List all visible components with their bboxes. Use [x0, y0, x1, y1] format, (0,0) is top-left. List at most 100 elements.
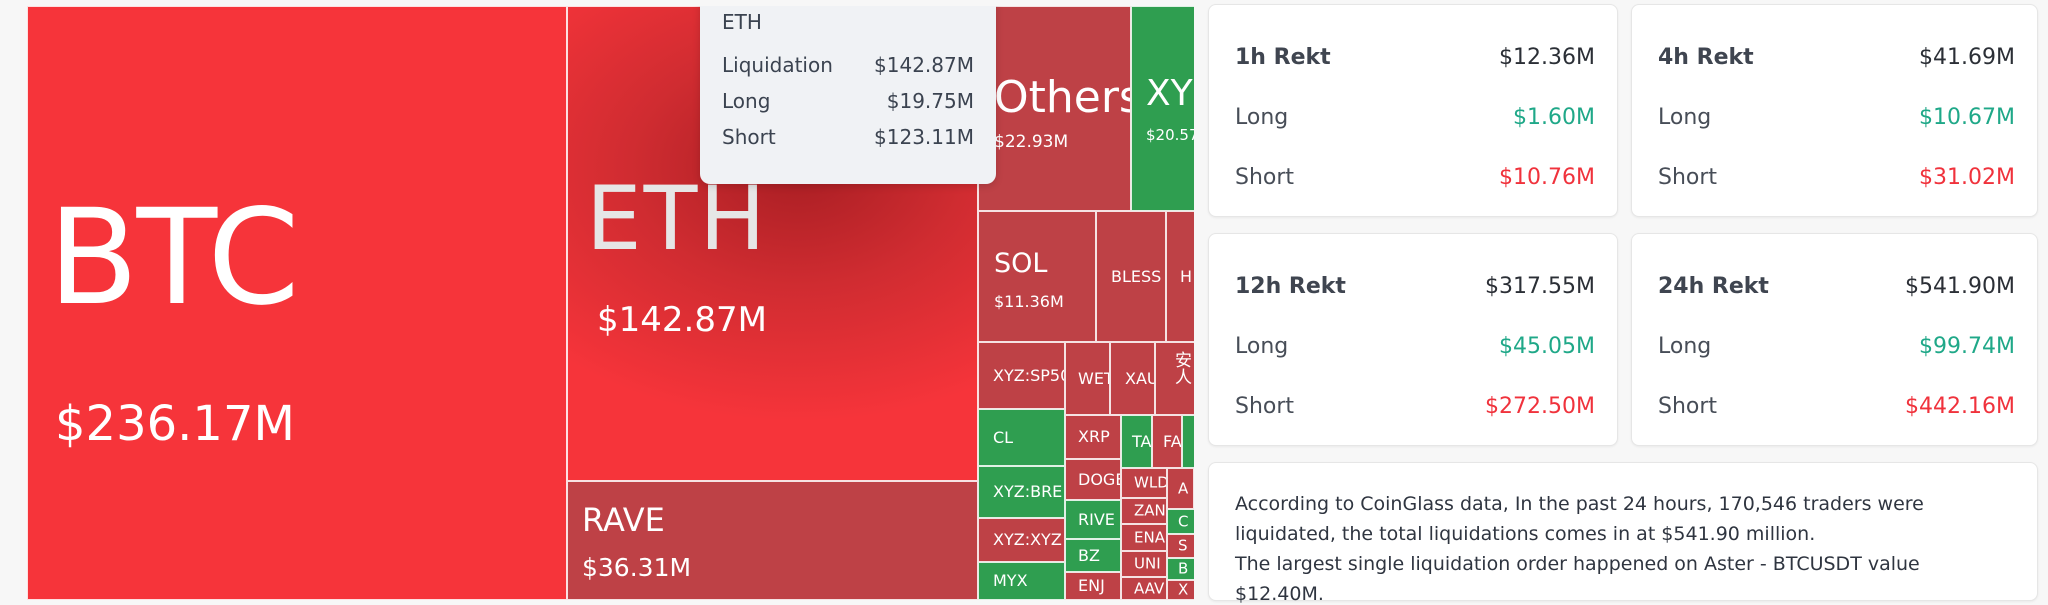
tile-fa[interactable]: FA: [1152, 415, 1182, 468]
card-short-row: Short $10.76M: [1235, 165, 1595, 190]
card-header: 1h Rekt $12.36M: [1235, 45, 1595, 70]
tile-bz[interactable]: BZ: [1065, 539, 1121, 572]
tile-aav[interactable]: AAV: [1121, 577, 1167, 600]
tile-symbol: TA: [1132, 431, 1152, 451]
tile-symbol: 安人: [1171, 351, 1191, 385]
card-header: 4h Rekt $41.69M: [1658, 45, 2015, 70]
tile-ta[interactable]: TA: [1121, 415, 1152, 468]
tile-symbol: BLESS: [1111, 266, 1162, 286]
tile-symbol: Others: [994, 72, 1131, 123]
tooltip-label: Short: [722, 125, 776, 149]
tile-xrp[interactable]: XRP: [1065, 415, 1121, 459]
tooltip-value: $123.11M: [874, 125, 974, 149]
long-value: $99.74M: [1919, 334, 2015, 359]
summary-text-line2: The largest single liquidation order hap…: [1235, 553, 1920, 605]
short-value: $272.50M: [1485, 394, 1595, 419]
tile-symbol: RIVE: [1078, 509, 1115, 529]
card-short-row: Short $272.50M: [1235, 394, 1595, 419]
tile-rive[interactable]: RIVE: [1065, 500, 1121, 539]
tile-btc[interactable]: BTC $236.17M: [27, 6, 567, 600]
tooltip-value: $19.75M: [886, 89, 974, 113]
card-total: $12.36M: [1499, 45, 1595, 70]
card-short-row: Short $31.02M: [1658, 165, 2015, 190]
tile-symbol: XAU: [1125, 368, 1154, 388]
card-1h-rekt: 1h Rekt $12.36M Long $1.60M Short $10.76…: [1208, 4, 1618, 217]
tile-symbol: XYZ:BRE: [993, 482, 1063, 501]
tile-symbol: BZ: [1078, 545, 1100, 565]
tooltip-label: Long: [722, 89, 771, 113]
card-header: 12h Rekt $317.55M: [1235, 274, 1595, 299]
long-label: Long: [1658, 105, 1712, 130]
tile-a[interactable]: A: [1167, 468, 1194, 509]
tile-xau[interactable]: XAU: [1110, 342, 1155, 415]
tile-symbol: XYZ: [1146, 73, 1194, 114]
short-label: Short: [1235, 394, 1295, 419]
tile-symbol: WLD: [1134, 473, 1167, 492]
card-title: 24h Rekt: [1658, 274, 1769, 299]
tile-others[interactable]: Others $22.93M: [978, 6, 1131, 211]
tile-h[interactable]: H: [1166, 211, 1194, 342]
tile-xyz[interactable]: XYZ $20.57M: [1131, 6, 1194, 211]
tile-ena[interactable]: ENA: [1121, 524, 1167, 551]
tile-symbol: CL: [993, 427, 1014, 447]
tile-symbol: MYX: [993, 571, 1028, 590]
tile-symbol: X: [1178, 580, 1189, 599]
long-value: $10.67M: [1919, 105, 2015, 130]
tile-sol[interactable]: SOL $11.36M: [978, 211, 1096, 342]
tile-xyz-bre[interactable]: XYZ:BRE: [978, 466, 1065, 518]
tile-xyz-xyz[interactable]: XYZ:XYZ: [978, 518, 1065, 562]
tile-bless[interactable]: BLESS: [1096, 211, 1166, 342]
tile-cl[interactable]: CL: [978, 409, 1065, 466]
tile-symbol: XYZ:XYZ: [993, 530, 1062, 549]
tile-b[interactable]: B: [1167, 558, 1194, 580]
tile-xyz-sp500[interactable]: XYZ:SP50: [978, 342, 1065, 409]
tooltip-value: $142.87M: [874, 53, 974, 77]
short-value: $31.02M: [1919, 165, 2015, 190]
tile-symbol: UNI: [1134, 554, 1161, 573]
tile-symbol: SOL: [994, 248, 1048, 279]
tile-symbol: A: [1178, 479, 1189, 497]
tile-uni[interactable]: UNI: [1121, 551, 1167, 577]
tile-x[interactable]: X: [1167, 580, 1194, 600]
short-label: Short: [1658, 165, 1718, 190]
tooltip-row-liquidation: Liquidation $142.87M: [722, 53, 974, 77]
tile-wet[interactable]: WET: [1065, 342, 1110, 415]
tile-enj[interactable]: ENJ: [1065, 572, 1121, 600]
tooltip-label: Liquidation: [722, 53, 833, 77]
long-label: Long: [1235, 105, 1289, 130]
short-label: Short: [1235, 165, 1295, 190]
tile-symbol: C: [1178, 512, 1189, 530]
tile-symbol: XRP: [1078, 427, 1110, 446]
tile-symbol: XYZ:SP50: [993, 365, 1065, 385]
tile-value: $20.57M: [1146, 126, 1194, 144]
tile-symbol: ETH: [586, 167, 768, 270]
tile-zan[interactable]: ZAN: [1121, 498, 1167, 524]
tile-wld[interactable]: WLD: [1121, 468, 1167, 498]
card-4h-rekt: 4h Rekt $41.69M Long $10.67M Short $31.0…: [1631, 4, 2038, 217]
tile-anren[interactable]: 安人: [1155, 342, 1194, 415]
tile-symbol: BTC: [48, 181, 300, 335]
card-long-row: Long $10.67M: [1658, 105, 2015, 130]
tile-symbol: DOGE: [1078, 469, 1121, 489]
tile-rave[interactable]: RAVE $36.31M: [567, 481, 978, 600]
card-long-row: Long $99.74M: [1658, 334, 2015, 359]
card-title: 1h Rekt: [1235, 45, 1331, 70]
tile-doge[interactable]: DOGE: [1065, 459, 1121, 500]
card-title: 4h Rekt: [1658, 45, 1754, 70]
tile-value: $36.31M: [582, 553, 692, 582]
card-total: $41.69M: [1919, 45, 2015, 70]
card-long-row: Long $45.05M: [1235, 334, 1595, 359]
tile-symbol: S: [1178, 536, 1188, 555]
tile-myx[interactable]: MYX: [978, 562, 1065, 600]
tile-value: $142.87M: [597, 300, 767, 340]
short-value: $442.16M: [1905, 394, 2015, 419]
short-label: Short: [1658, 394, 1718, 419]
long-label: Long: [1235, 334, 1289, 359]
tile-s[interactable]: S: [1167, 534, 1194, 558]
card-header: 24h Rekt $541.90M: [1658, 274, 2015, 299]
liquidation-summary-card: According to CoinGlass data, In the past…: [1208, 462, 2038, 605]
tile-small-green[interactable]: [1182, 415, 1194, 468]
long-value: $1.60M: [1513, 105, 1595, 130]
tile-c[interactable]: C: [1167, 509, 1194, 534]
tile-value: $236.17M: [55, 396, 295, 452]
